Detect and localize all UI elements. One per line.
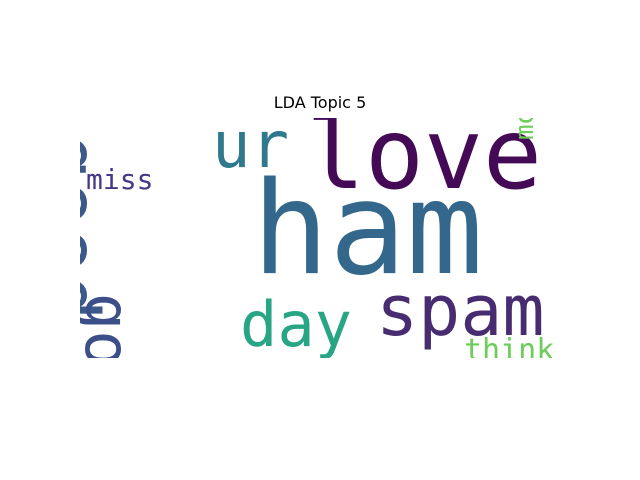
word-spam: spam [376,270,545,352]
word-morning: morning [510,118,540,140]
word-go: go [80,293,144,358]
word-ham: ham [252,155,484,304]
word-love: love [306,118,543,212]
word-cloud: hamlovegoodspamdaygoturgomissmorningthin… [80,118,560,358]
word-day: day [240,288,352,358]
word-miss: miss [86,163,154,196]
word-think: think [464,333,555,359]
chart-title: LDA Topic 5 [273,93,367,112]
word-ur: ur [212,118,290,183]
